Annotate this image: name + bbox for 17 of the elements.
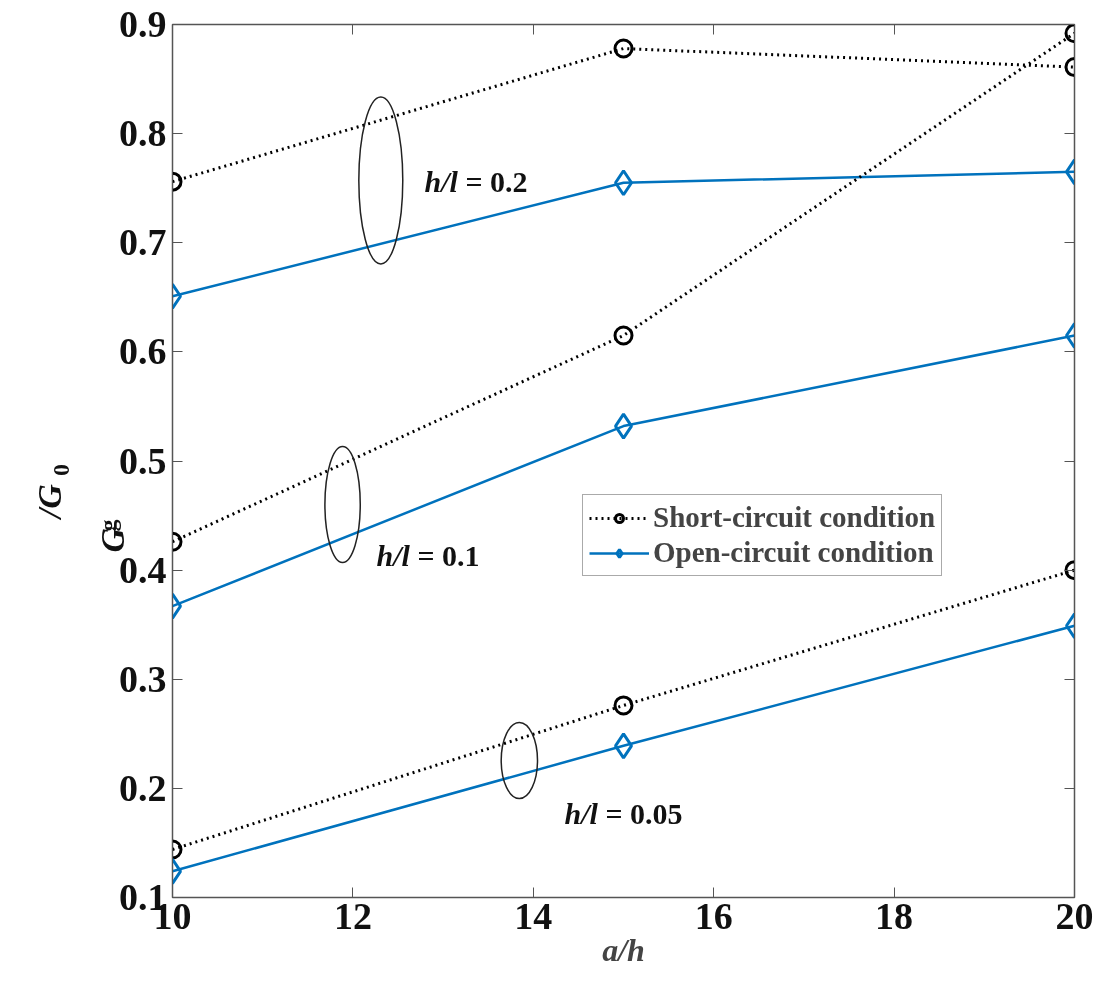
y-tick-label: 0.2 [119,766,167,809]
y-tick-label: 0.8 [119,112,167,155]
x-tick-label: 12 [333,894,372,937]
y-tick-label: 0.9 [119,3,167,45]
y-tick-label: 0.6 [119,330,167,373]
x-tick-label: 14 [514,894,553,937]
annotation: h/l = 0.05 [564,797,683,830]
legend-label: Open-circuit condition [653,536,934,569]
y-tick-label: 0.7 [119,221,167,264]
x-tick-label: 16 [694,894,733,937]
legend-label: Short-circuit condition [653,501,936,534]
x-tick-label: 18 [875,894,914,937]
x-axis-title: a/h [602,931,645,968]
annotation: h/l = 0.1 [376,539,480,572]
y-tick-label: 0.3 [119,657,167,700]
annotation: h/l = 0.2 [424,165,528,198]
x-tick-label: 20 [1055,894,1094,937]
